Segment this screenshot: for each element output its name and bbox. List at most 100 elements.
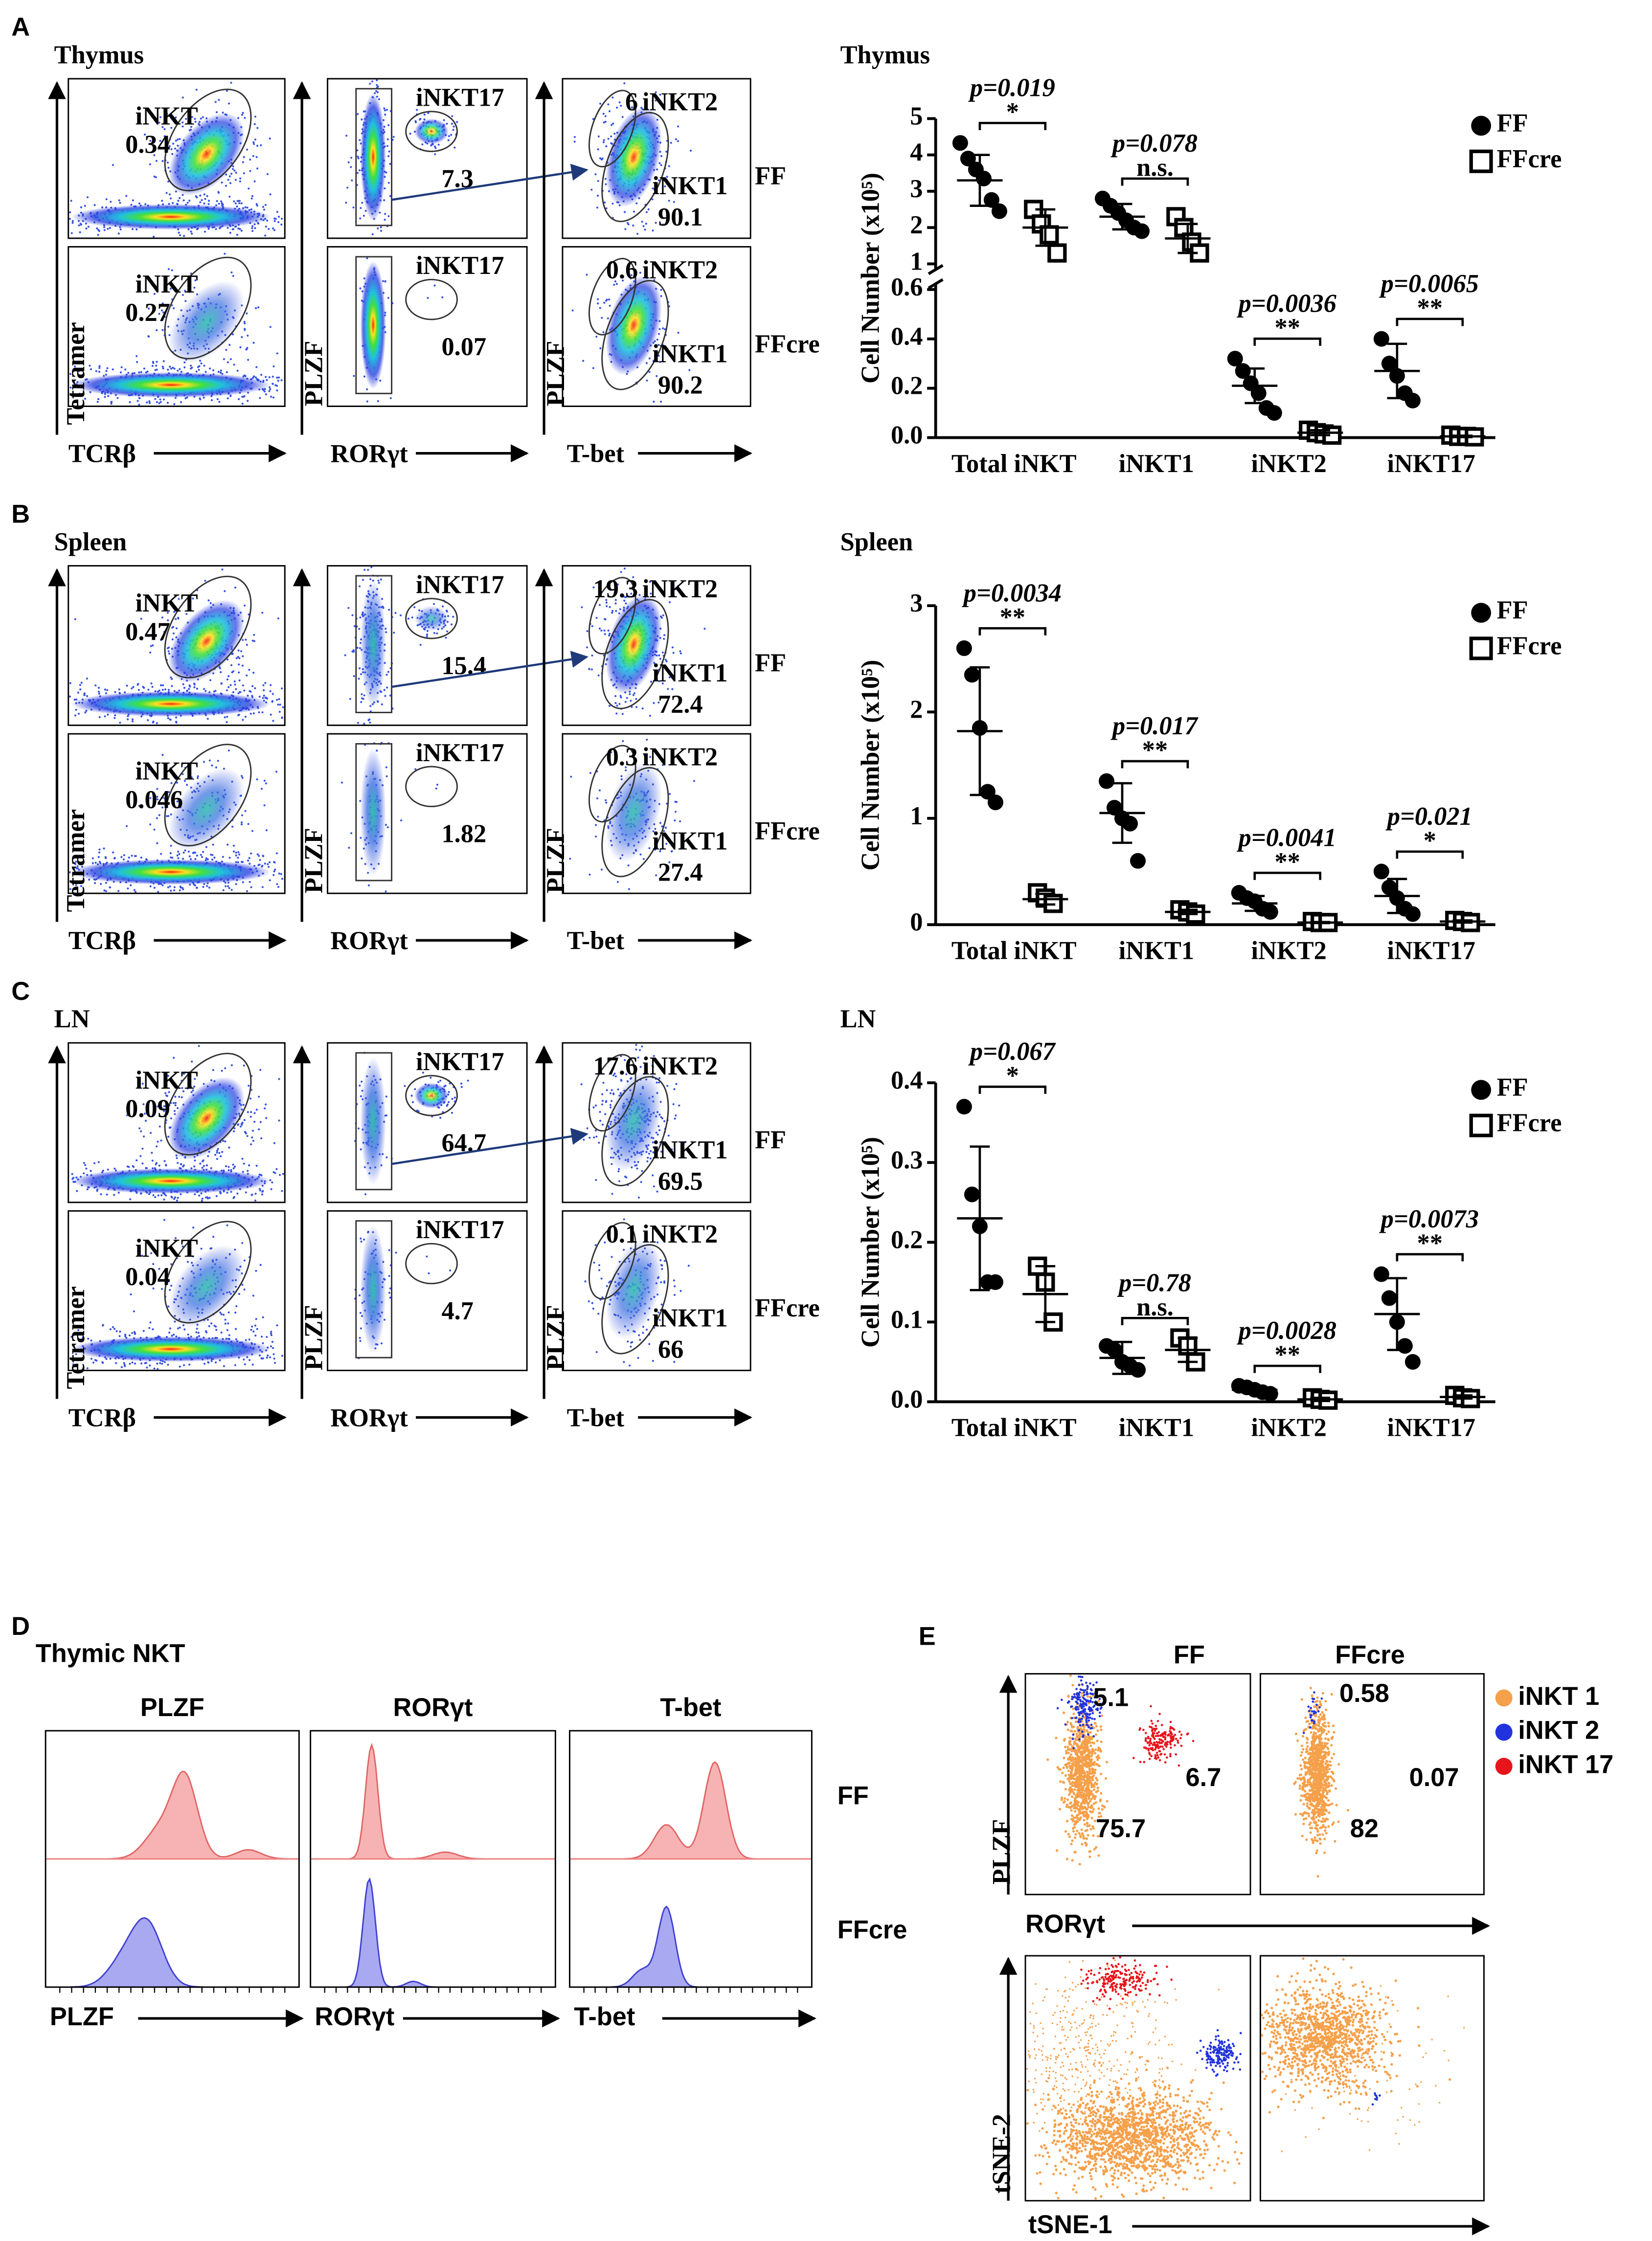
event-dot	[605, 299, 608, 302]
event-dot	[659, 822, 661, 824]
event-dot	[122, 858, 125, 860]
event-dot	[235, 883, 237, 885]
event-dot	[258, 711, 260, 714]
event-dot	[616, 704, 618, 707]
event-dot	[581, 606, 583, 609]
event-dot	[229, 684, 232, 686]
event-dot	[96, 227, 98, 229]
event-dot	[610, 135, 612, 137]
event-dot	[232, 844, 235, 847]
event-dot	[276, 352, 278, 355]
panel-letter: C	[11, 977, 30, 1006]
event-dot	[226, 90, 228, 92]
event-dot	[195, 89, 198, 91]
event-dot	[241, 1157, 244, 1160]
gate-name: iNKT	[136, 102, 198, 130]
event-dot	[261, 611, 264, 614]
event-dot	[243, 1064, 245, 1067]
event-dot	[674, 819, 676, 822]
event-dot	[256, 853, 259, 856]
event-dot	[163, 128, 166, 131]
event-dot	[277, 617, 279, 620]
event-dot	[215, 228, 217, 230]
event-dot	[137, 683, 139, 685]
event-dot	[268, 228, 270, 230]
event-dot	[135, 855, 137, 857]
event-dot	[170, 676, 172, 679]
event-dot	[247, 400, 249, 402]
event-dot	[277, 221, 280, 224]
event-dot	[204, 371, 207, 373]
event-dot	[212, 1069, 214, 1071]
event-dot	[167, 181, 170, 183]
event-dot	[181, 125, 184, 128]
event-dot	[196, 854, 198, 857]
event-dot	[245, 1191, 247, 1194]
event-dot	[107, 227, 109, 230]
event-dot	[369, 578, 372, 580]
event-dot	[243, 689, 246, 692]
event-dot	[105, 882, 107, 884]
event-dot	[703, 628, 706, 630]
gate-name: iNKT2	[642, 256, 718, 284]
event-dot	[221, 181, 223, 184]
event-dot	[229, 231, 231, 234]
density-cloud	[414, 118, 449, 144]
gate	[164, 89, 252, 192]
event-dot	[677, 140, 679, 142]
event-dot	[105, 198, 108, 201]
event-dot	[636, 232, 639, 235]
event-dot	[265, 376, 267, 378]
axis-label: PLZF	[542, 828, 570, 893]
event-dot	[155, 159, 158, 162]
event-dot	[194, 120, 197, 123]
event-dot	[206, 858, 209, 860]
event-dot	[238, 671, 240, 674]
event-dot	[233, 200, 235, 203]
event-dot	[348, 846, 350, 849]
event-dot	[142, 685, 144, 688]
event-dot	[258, 855, 260, 857]
event-dot	[110, 201, 112, 203]
event-dot	[208, 200, 210, 202]
event-dot	[194, 1159, 196, 1162]
event-dot	[246, 890, 249, 892]
event-dot	[243, 156, 245, 158]
event-dot	[262, 855, 265, 858]
group-label: FFcre	[755, 330, 820, 358]
event-dot	[157, 1194, 159, 1197]
event-dot	[359, 585, 361, 588]
gate-name: iNKT1	[652, 340, 727, 368]
event-dot	[623, 567, 626, 570]
event-dot	[451, 115, 453, 117]
event-dot	[193, 682, 196, 685]
event-dot	[194, 118, 196, 120]
event-dot	[204, 230, 206, 233]
event-dot	[604, 633, 606, 635]
event-dot	[677, 332, 679, 334]
event-dot	[570, 775, 572, 778]
event-dot	[84, 204, 86, 207]
event-dot	[247, 1170, 249, 1172]
event-dot	[359, 667, 361, 670]
event-dot	[246, 1135, 249, 1137]
event-dot	[595, 824, 597, 826]
event-dot	[105, 370, 108, 372]
event-dot	[263, 689, 265, 692]
event-dot	[226, 689, 228, 692]
event-dot	[123, 854, 125, 857]
event-dot	[653, 702, 655, 704]
event-dot	[151, 1152, 153, 1154]
event-dot	[216, 1150, 218, 1152]
event-dot	[238, 679, 241, 681]
event-dot	[217, 760, 219, 762]
event-dot	[262, 205, 265, 208]
event-dot	[611, 124, 613, 126]
event-dot	[268, 376, 271, 379]
event-dot	[131, 687, 133, 690]
event-dot	[222, 889, 225, 891]
event-dot	[162, 684, 164, 686]
event-dot	[182, 1165, 184, 1168]
event-dot	[143, 367, 145, 370]
gate-name: iNKT17	[416, 84, 504, 112]
